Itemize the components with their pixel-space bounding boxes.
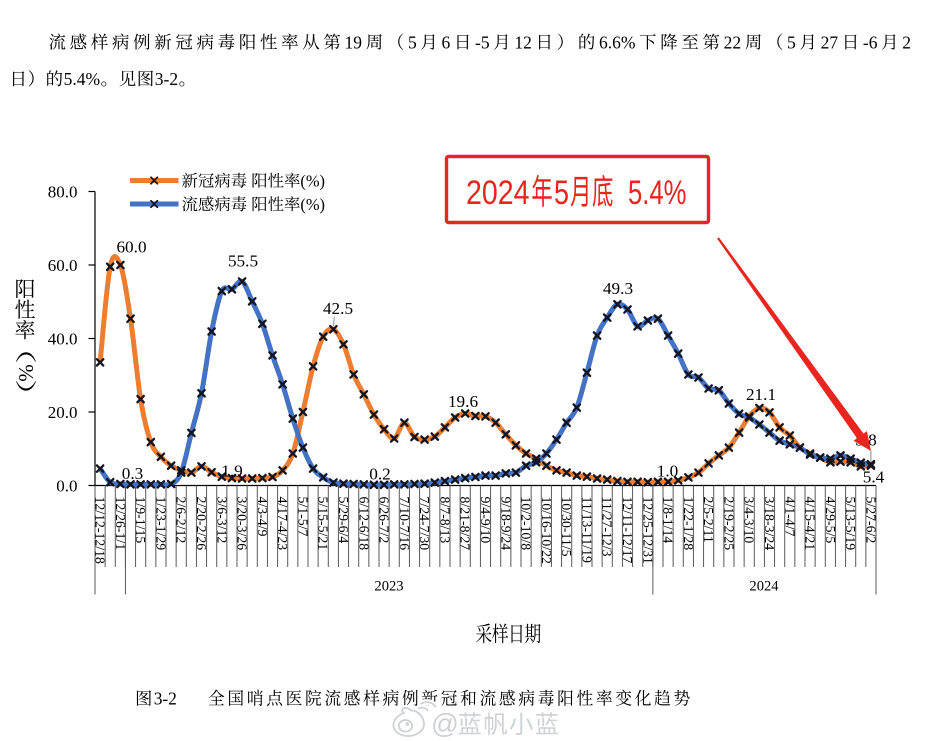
svg-text:2024: 2024 [466,174,530,212]
svg-text:80.0: 80.0 [48,182,78,201]
svg-text:10/2-10/8: 10/2-10/8 [519,497,534,551]
svg-text:(%): (%) [300,172,325,191]
svg-text:10/30-11/5: 10/30-11/5 [559,497,574,557]
svg-text:11/27-12/3: 11/27-12/3 [600,497,615,557]
svg-text:6/12-6/18: 6/12-6/18 [356,497,371,551]
svg-text:7/24-7/30: 7/24-7/30 [417,497,432,551]
svg-text:10/16-10/22: 10/16-10/22 [539,497,554,565]
svg-text:-5: -5 [475,32,490,52]
svg-text:2: 2 [902,32,911,52]
svg-text:5/1-5/7: 5/1-5/7 [295,497,310,537]
svg-text:2023: 2023 [374,579,403,595]
svg-text:60.0: 60.0 [48,256,78,275]
svg-text:9/4-9/10: 9/4-9/10 [478,497,493,544]
svg-text:27: 27 [821,32,839,52]
svg-text:3-2: 3-2 [154,689,177,709]
svg-text:2/6-2/12: 2/6-2/12 [174,497,189,544]
svg-text:12: 12 [514,32,532,52]
svg-text:12/26-1/1: 12/26-1/1 [113,497,128,551]
svg-text:1/9-1/15: 1/9-1/15 [133,497,148,544]
svg-text:12/11-12/17: 12/11-12/17 [620,497,635,564]
svg-text:49.3: 49.3 [603,279,633,298]
svg-text:5.4%: 5.4% [628,174,687,212]
svg-text:0.3: 0.3 [122,464,143,483]
svg-text:12/25-12/31: 12/25-12/31 [640,497,655,565]
svg-text:8/21-8/27: 8/21-8/27 [458,497,473,551]
svg-text:2/5-2/11: 2/5-2/11 [701,497,716,543]
svg-text:5.4: 5.4 [863,468,885,487]
svg-text:3/20-3/26: 3/20-3/26 [235,497,250,551]
svg-text:40.0: 40.0 [48,329,78,348]
svg-text:22: 22 [724,32,742,52]
svg-text:60.0: 60.0 [116,237,146,256]
svg-text:@: @ [431,708,459,739]
svg-text:@: @ [431,708,459,739]
svg-text:5.4%: 5.4% [64,69,100,89]
svg-text:9/18-9/24: 9/18-9/24 [498,497,513,551]
svg-text:2/20-2/26: 2/20-2/26 [194,497,209,551]
svg-text:3/4-3/10: 3/4-3/10 [742,497,757,544]
svg-text:19.6: 19.6 [448,392,478,411]
svg-text:5: 5 [787,32,796,52]
svg-text:5/27-6/2: 5/27-6/2 [863,497,878,544]
svg-text:1/23-1/29: 1/23-1/29 [153,497,168,551]
svg-text:21.1: 21.1 [746,385,776,404]
svg-text:3/6-3/12: 3/6-3/12 [214,497,229,544]
svg-text:1.0: 1.0 [657,462,678,481]
svg-text:4/1-4/7: 4/1-4/7 [782,497,797,537]
svg-text:6.6%: 6.6% [599,32,635,52]
svg-text:5/29-6/4: 5/29-6/4 [336,497,351,544]
svg-text:11/13-11/19: 11/13-11/19 [579,497,594,564]
svg-text:6/26-7/2: 6/26-7/2 [377,497,392,544]
svg-text:3/18-3/24: 3/18-3/24 [762,497,777,551]
svg-text:1/8-1/14: 1/8-1/14 [661,497,676,544]
svg-text:20.0: 20.0 [48,403,78,422]
svg-text:4/17-4/23: 4/17-4/23 [275,497,290,551]
svg-text:2/19-2/25: 2/19-2/25 [721,497,736,551]
svg-text:1.9: 1.9 [221,462,242,481]
svg-text:55.5: 55.5 [228,252,258,271]
svg-text:12/12-12/18: 12/12-12/18 [93,497,108,565]
svg-text:1/22-1/28: 1/22-1/28 [681,497,696,551]
svg-text:%: % [14,364,38,382]
svg-text:42.5: 42.5 [323,299,353,318]
svg-text:4/3-4/9: 4/3-4/9 [255,497,270,537]
svg-text:5/15-5/21: 5/15-5/21 [316,497,331,551]
svg-text:4/15-4/21: 4/15-4/21 [803,497,818,551]
svg-text:6: 6 [441,32,450,52]
svg-text:-6: -6 [863,32,878,52]
svg-text:(%): (%) [300,195,325,214]
svg-text:0.2: 0.2 [369,465,390,484]
svg-text:0.0: 0.0 [56,476,77,495]
svg-text:5: 5 [408,32,417,52]
svg-text:19: 19 [345,32,363,52]
svg-text:8/7-8/13: 8/7-8/13 [437,497,452,544]
svg-text:3-2: 3-2 [155,69,178,89]
svg-text:5/13-5/19: 5/13-5/19 [843,497,858,551]
svg-text:7/10-7/16: 7/10-7/16 [397,497,412,551]
svg-text:2024: 2024 [749,579,779,595]
svg-text:4/29-5/5: 4/29-5/5 [823,497,838,544]
svg-text:5: 5 [554,174,569,212]
